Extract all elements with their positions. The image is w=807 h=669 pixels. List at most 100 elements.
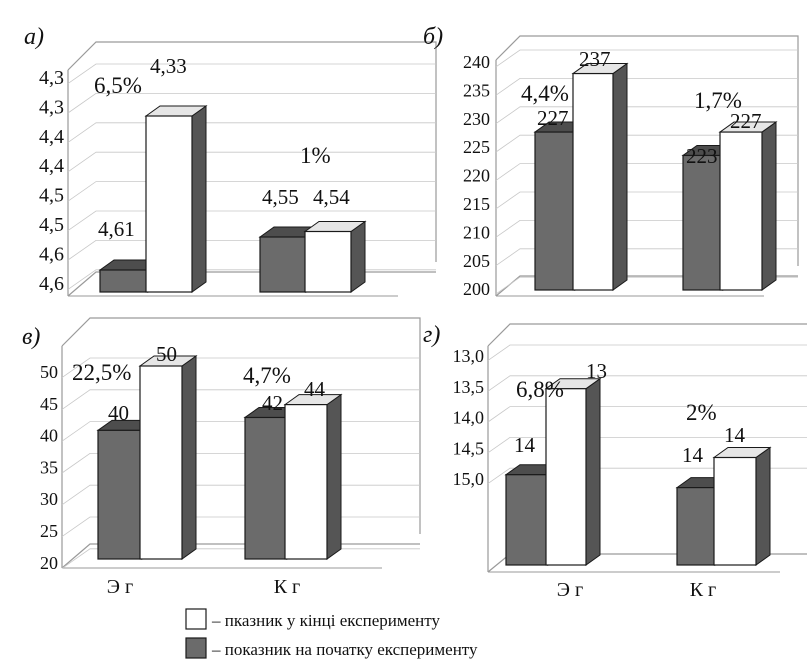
gridline [61,357,420,378]
bar-start [97,429,143,560]
y-tick-label: 45 [40,394,58,414]
data-label: 14 [682,443,704,467]
bar-end [719,131,763,291]
panel-label: г) [423,322,440,348]
change-annotation: 6,5% [94,73,142,98]
change-annotation: 2% [686,400,717,425]
change-annotation: 1% [300,143,331,168]
gridline [487,436,807,454]
data-label: 40 [108,401,129,425]
gridline [67,122,436,143]
y-tick-label: 15,0 [453,469,485,489]
gridline [495,134,798,153]
data-label: 50 [156,342,177,366]
legend: – пказник у кінці експерименту – показник… [185,608,478,659]
data-label: 223 [686,144,718,168]
bar-end [713,456,757,566]
gridline [495,106,798,124]
gridline [67,63,436,84]
gridline [487,344,807,361]
y-tick-label: 230 [463,109,490,129]
change-annotation: 4,4% [521,81,569,106]
bar-start [505,474,549,566]
bar-side [350,220,366,293]
y-tick-label: 225 [463,137,490,157]
y-tick-label: 200 [463,279,490,299]
change-annotation: 4,7% [243,363,291,388]
bar-end [139,365,183,560]
data-label: 13 [586,359,607,383]
data-label: 4,61 [98,217,135,241]
y-tick-label: 4,5 [39,214,64,236]
gridline [61,389,420,410]
legend-swatch-end [185,608,207,630]
data-label: 227 [537,106,569,130]
bar-start [682,154,724,291]
y-tick-label: 50 [40,362,58,382]
panel-label: a) [24,24,44,50]
gridline [495,78,798,96]
y-tick-label: 30 [40,489,58,509]
y-tick-label: 35 [40,457,58,477]
gridline [67,210,436,231]
chart-panel: a) 4,3 4,3 4,4 4,4 4,5 4,5 4,6 4,6 4,61 4,33 4,55 4,… [24,24,437,297]
bar-end [145,115,193,293]
bar-start [676,487,716,566]
y-tick-label: 205 [463,251,490,271]
gridline [67,239,436,261]
bar-side [191,105,207,293]
data-label: 14 [514,433,536,457]
gridline [487,406,807,423]
bar-side [326,393,342,560]
y-tick-label: 14,5 [453,438,485,458]
bar-start [534,131,576,291]
data-label: 14 [724,423,746,447]
y-tick-label: 25 [40,521,58,541]
data-label: 42 [262,391,283,415]
chart-panel: б) 240 235 230 225 220 215 210 205 200 227 237 223 22… [423,24,799,299]
data-label: 4,55 [262,185,299,209]
y-tick-label: 40 [40,426,58,446]
category-label: Э г [107,576,133,598]
gridline [67,151,436,173]
data-label: 4,33 [150,54,187,78]
y-tick-label: 4,3 [39,96,64,118]
gridline [67,93,436,114]
legend-label: – пказник у кінці експерименту [211,611,440,630]
data-label: 227 [730,109,762,133]
y-tick-label: 4,5 [39,185,64,207]
change-annotation: 22,5% [72,360,131,385]
data-label: 237 [579,47,611,71]
y-tick-label: 4,6 [39,243,64,265]
panel-label: в) [22,324,40,350]
plot-frame [61,317,421,534]
bar-start [99,269,149,293]
y-tick-label: 220 [463,166,490,186]
bar-end [572,72,614,291]
chart-panel: г) 13,0 13,5 14,0 14,5 15,0 14 13 14 14 6,8% 2% Э г К… [423,322,807,601]
bar-side [181,355,197,560]
gridline [487,375,807,392]
change-annotation: 1,7% [694,88,742,113]
data-label: 44 [304,377,326,401]
legend-swatch-start [185,637,207,659]
bar-start [259,236,307,293]
category-label: К г [274,576,301,598]
gridline [67,181,436,202]
change-annotation: 6,8% [516,377,564,402]
data-label: 4,54 [313,185,350,209]
gridline [495,49,798,68]
bar-side [585,377,601,566]
gridline [487,467,807,484]
bar-side [761,121,777,291]
y-tick-label: 210 [463,222,490,242]
y-tick-label: 13,5 [453,377,485,397]
y-tick-label: 240 [463,52,490,72]
y-tick-label: 14,0 [453,408,485,428]
bar-end [304,230,352,293]
legend-label: – показник на початку експерименту [211,640,478,659]
y-tick-label: 4,6 [39,273,64,295]
panel-label: б) [423,24,443,50]
y-tick-label: 215 [463,194,490,214]
